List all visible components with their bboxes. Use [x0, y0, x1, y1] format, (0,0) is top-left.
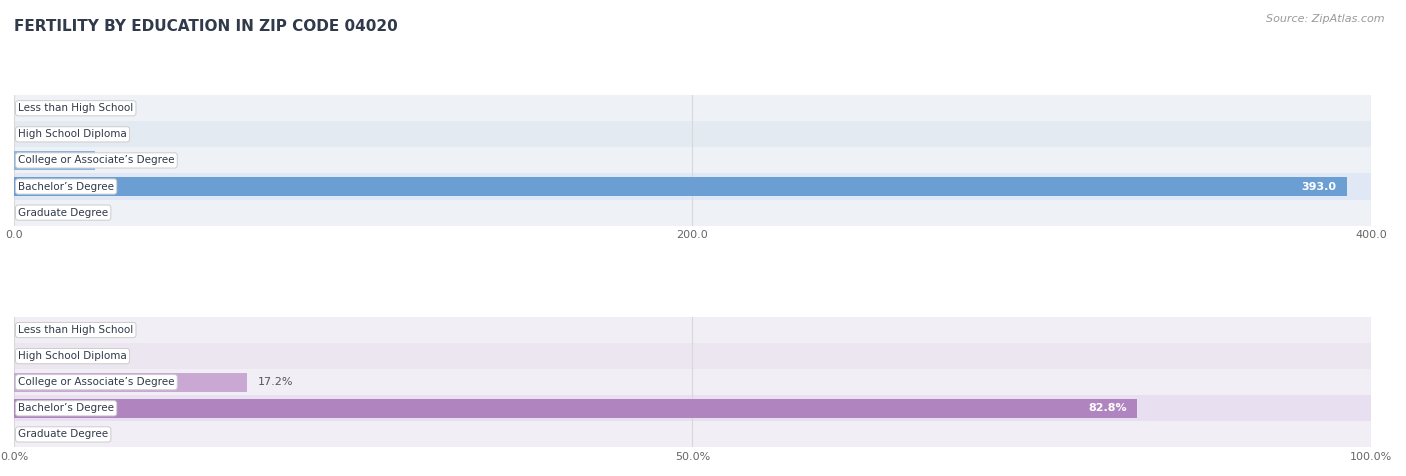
Bar [14, 421, 1371, 447]
Bar [14, 95, 1371, 121]
Text: Graduate Degree: Graduate Degree [18, 208, 108, 218]
Text: Less than High School: Less than High School [18, 103, 134, 113]
Bar [14, 395, 1371, 421]
Text: 0.0: 0.0 [25, 103, 42, 113]
Bar [14, 199, 1371, 226]
Text: Graduate Degree: Graduate Degree [18, 429, 108, 439]
Text: Bachelor’s Degree: Bachelor’s Degree [18, 181, 114, 191]
Bar [14, 151, 96, 170]
Text: 393.0: 393.0 [1301, 181, 1336, 191]
Text: 0.0%: 0.0% [25, 325, 53, 335]
Text: 0.0: 0.0 [25, 208, 42, 218]
Text: High School Diploma: High School Diploma [18, 129, 127, 139]
Bar [14, 121, 1371, 148]
Text: Bachelor’s Degree: Bachelor’s Degree [18, 403, 114, 413]
Text: FERTILITY BY EDUCATION IN ZIP CODE 04020: FERTILITY BY EDUCATION IN ZIP CODE 04020 [14, 19, 398, 34]
Text: 0.0%: 0.0% [25, 351, 53, 361]
Text: Source: ZipAtlas.com: Source: ZipAtlas.com [1267, 14, 1385, 24]
Bar [14, 317, 1371, 343]
Text: 0.0%: 0.0% [25, 429, 53, 439]
Bar [14, 369, 1371, 395]
Text: College or Associate’s Degree: College or Associate’s Degree [18, 377, 174, 387]
Text: College or Associate’s Degree: College or Associate’s Degree [18, 156, 174, 166]
Text: 0.0: 0.0 [25, 129, 42, 139]
Bar [14, 399, 1137, 418]
Bar [14, 373, 247, 392]
Text: 82.8%: 82.8% [1088, 403, 1126, 413]
Bar [14, 343, 1371, 369]
Bar [14, 173, 1371, 199]
Bar [14, 148, 1371, 173]
Text: High School Diploma: High School Diploma [18, 351, 127, 361]
Text: Less than High School: Less than High School [18, 325, 134, 335]
Text: 17.2%: 17.2% [259, 377, 294, 387]
Bar [14, 177, 1347, 196]
Text: 24.0: 24.0 [107, 156, 131, 166]
